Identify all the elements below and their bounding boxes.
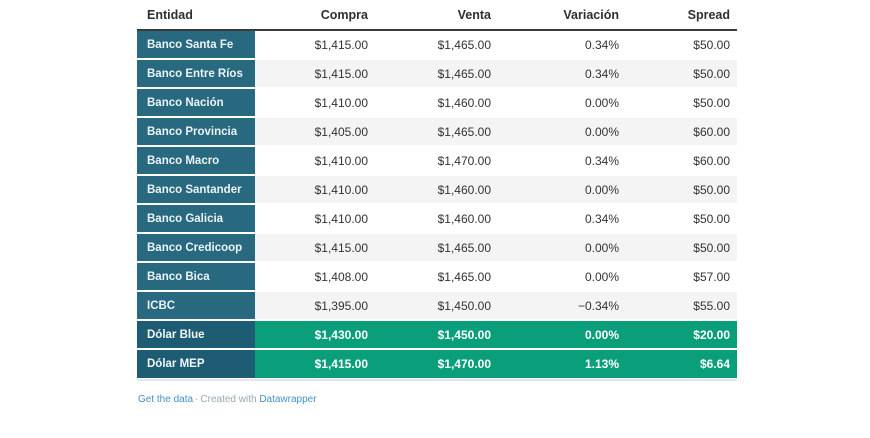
- spread-cell: $60.00: [626, 145, 737, 175]
- compra-cell: $1,405.00: [255, 116, 375, 146]
- attribution-footer: Get the data · Created with Datawrapper: [137, 394, 737, 405]
- spread-cell: $50.00: [626, 203, 737, 233]
- table-row: Banco Santa Fe $1,415.00 $1,465.00 0.34% $50…: [137, 29, 737, 59]
- datawrapper-link[interactable]: Datawrapper: [259, 394, 317, 405]
- column-header-compra: Compra: [255, 0, 375, 31]
- spread-cell: $50.00: [626, 232, 737, 262]
- compra-cell: $1,410.00: [255, 87, 375, 117]
- entity-cell: ICBC: [137, 290, 255, 320]
- variacion-cell: 1.13%: [498, 348, 626, 378]
- get-the-data-link[interactable]: Get the data: [138, 394, 194, 405]
- venta-cell: $1,465.00: [375, 261, 498, 291]
- variacion-cell: 0.34%: [498, 58, 626, 88]
- variacion-cell: 0.34%: [498, 29, 626, 59]
- column-header-entidad: Entidad: [137, 0, 255, 31]
- table-row: Banco Macro $1,410.00 $1,470.00 0.34% $60.00: [137, 145, 737, 175]
- table-row: Dólar MEP $1,415.00 $1,470.00 1.13% $6.64: [137, 348, 737, 378]
- table-body: Banco Santa Fe $1,415.00 $1,465.00 0.34% $50…: [137, 29, 737, 378]
- spread-cell: $57.00: [626, 261, 737, 291]
- spread-cell: $55.00: [626, 290, 737, 320]
- spread-cell: $20.00: [626, 319, 737, 349]
- venta-cell: $1,465.00: [375, 232, 498, 262]
- variacion-cell: 0.34%: [498, 145, 626, 175]
- compra-cell: $1,395.00: [255, 290, 375, 320]
- spread-cell: $60.00: [626, 116, 737, 146]
- table-header: Entidad Compra Venta Variación Spread: [137, 0, 737, 31]
- table-row: Banco Nación $1,410.00 $1,460.00 0.00% $50.0…: [137, 87, 737, 117]
- entity-cell: Banco Santander: [137, 174, 255, 204]
- compra-cell: $1,410.00: [255, 174, 375, 204]
- variacion-cell: −0.34%: [498, 290, 626, 320]
- entity-cell: Banco Santa Fe: [137, 29, 255, 59]
- compra-cell: $1,408.00: [255, 261, 375, 291]
- entity-cell: Banco Macro: [137, 145, 255, 175]
- compra-cell: $1,415.00: [255, 29, 375, 59]
- entity-cell: Banco Bica: [137, 261, 255, 291]
- entity-cell: Banco Credicoop: [137, 232, 255, 262]
- entity-cell: Banco Entre Ríos: [137, 58, 255, 88]
- table-row: Banco Santander $1,410.00 $1,460.00 0.00% $5…: [137, 174, 737, 204]
- venta-cell: $1,450.00: [375, 290, 498, 320]
- exchange-rates-table: Entidad Compra Venta Variación Spread Ba…: [137, 0, 737, 378]
- venta-cell: $1,465.00: [375, 58, 498, 88]
- variacion-cell: 0.00%: [498, 319, 626, 349]
- venta-cell: $1,465.00: [375, 29, 498, 59]
- venta-cell: $1,470.00: [375, 145, 498, 175]
- venta-cell: $1,460.00: [375, 203, 498, 233]
- column-header-venta: Venta: [375, 0, 498, 31]
- spread-cell: $6.64: [626, 348, 737, 378]
- created-with-text: Created with: [200, 394, 257, 405]
- venta-cell: $1,470.00: [375, 348, 498, 378]
- table-row: Banco Galicia $1,410.00 $1,460.00 0.34% $50.…: [137, 203, 737, 233]
- entity-cell: Banco Galicia: [137, 203, 255, 233]
- table-row: Banco Entre Ríos $1,415.00 $1,465.00 0.34% $…: [137, 58, 737, 88]
- column-header-spread: Spread: [626, 0, 737, 31]
- compra-cell: $1,430.00: [255, 319, 375, 349]
- table-row: Banco Credicoop $1,415.00 $1,465.00 0.00% $5…: [137, 232, 737, 262]
- header-row: Entidad Compra Venta Variación Spread: [137, 0, 737, 31]
- footer-separator: ·: [195, 394, 199, 405]
- venta-cell: $1,460.00: [375, 174, 498, 204]
- spread-cell: $50.00: [626, 174, 737, 204]
- venta-cell: $1,465.00: [375, 116, 498, 146]
- compra-cell: $1,415.00: [255, 232, 375, 262]
- table-row: ICBC $1,395.00 $1,450.00 −0.34% $55.00: [137, 290, 737, 320]
- compra-cell: $1,415.00: [255, 348, 375, 378]
- variacion-cell: 0.00%: [498, 232, 626, 262]
- venta-cell: $1,450.00: [375, 319, 498, 349]
- entity-cell: Banco Nación: [137, 87, 255, 117]
- variacion-cell: 0.00%: [498, 261, 626, 291]
- entity-cell: Dólar MEP: [137, 348, 255, 378]
- column-header-variacion: Variación: [498, 0, 626, 31]
- spread-cell: $50.00: [626, 87, 737, 117]
- table-bottom-rule: [137, 379, 737, 381]
- entity-cell: Dólar Blue: [137, 319, 255, 349]
- compra-cell: $1,415.00: [255, 58, 375, 88]
- table-row: Banco Bica $1,408.00 $1,465.00 0.00% $57.00: [137, 261, 737, 291]
- table-row: Dólar Blue $1,430.00 $1,450.00 0.00% $20.00: [137, 319, 737, 349]
- rates-table-container: Entidad Compra Venta Variación Spread Ba…: [137, 0, 737, 405]
- variacion-cell: 0.00%: [498, 87, 626, 117]
- spread-cell: $50.00: [626, 58, 737, 88]
- entity-cell: Banco Provincia: [137, 116, 255, 146]
- compra-cell: $1,410.00: [255, 203, 375, 233]
- table-row: Banco Provincia $1,405.00 $1,465.00 0.00% $6…: [137, 116, 737, 146]
- compra-cell: $1,410.00: [255, 145, 375, 175]
- variacion-cell: 0.00%: [498, 116, 626, 146]
- variacion-cell: 0.34%: [498, 203, 626, 233]
- venta-cell: $1,460.00: [375, 87, 498, 117]
- variacion-cell: 0.00%: [498, 174, 626, 204]
- spread-cell: $50.00: [626, 29, 737, 59]
